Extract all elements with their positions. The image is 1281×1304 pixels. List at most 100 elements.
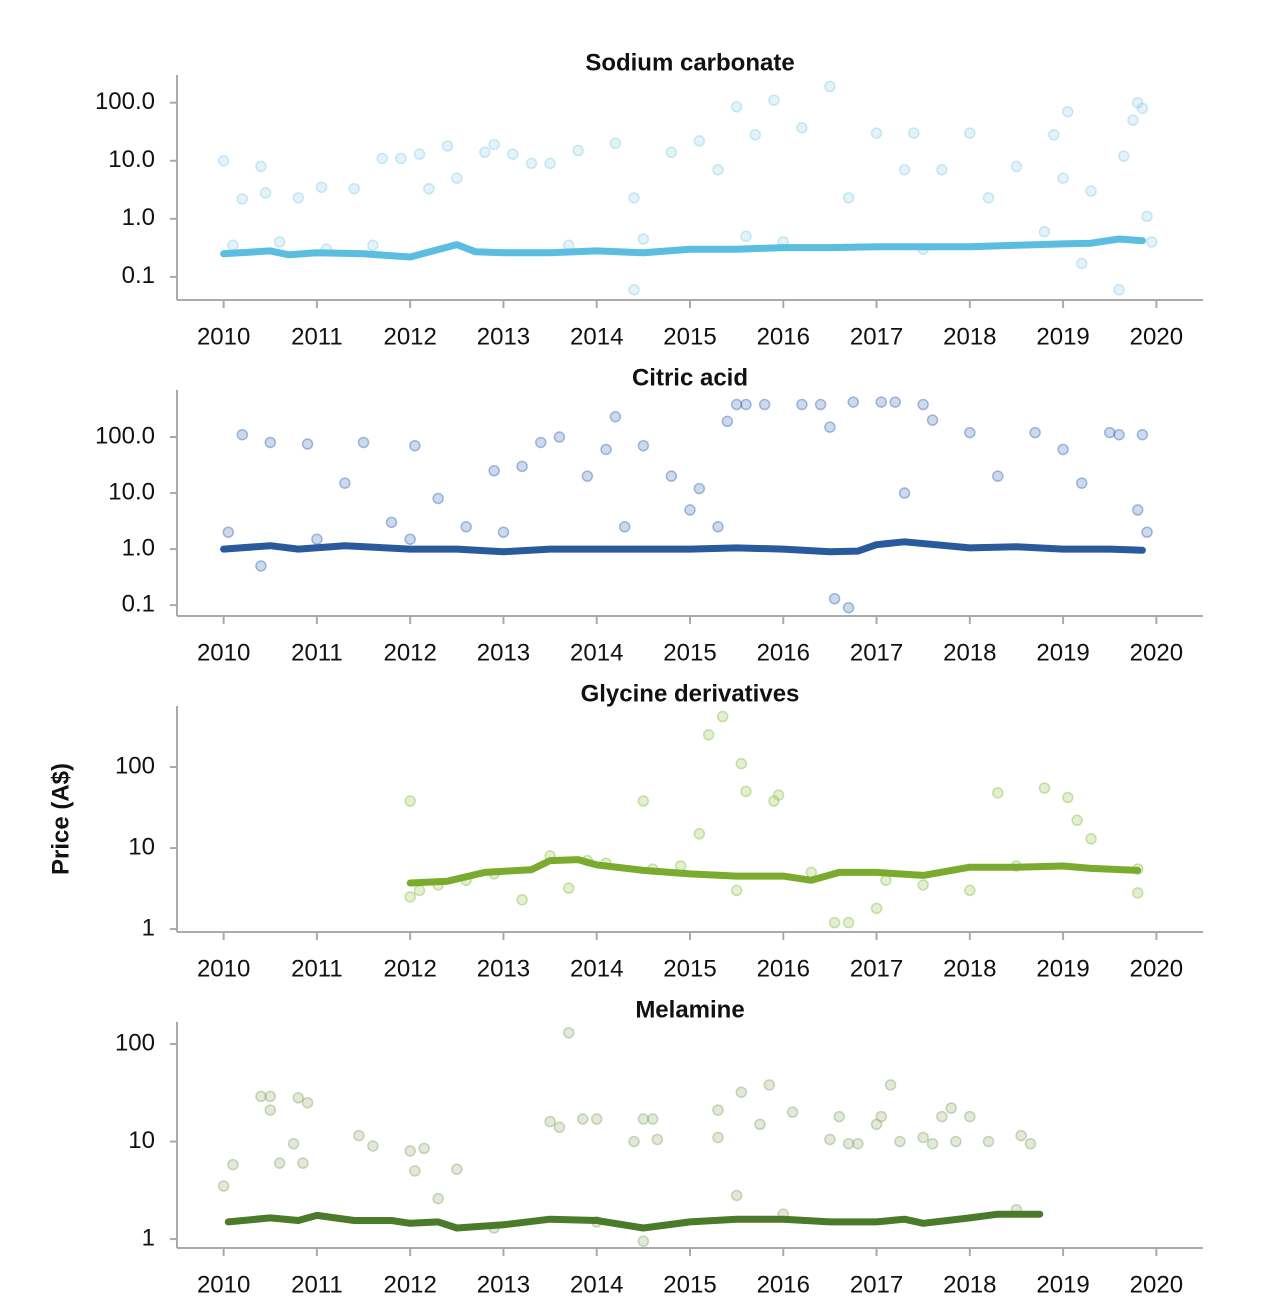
point (292, 1092, 305, 1104)
point (824, 421, 836, 433)
point (553, 431, 566, 443)
point (264, 436, 277, 449)
x-tick-label: 2019 (1036, 639, 1089, 666)
point (637, 233, 650, 245)
point (1117, 150, 1130, 162)
x-tick-label: 2012 (383, 639, 436, 666)
x-tick-label: 2015 (663, 323, 716, 350)
x-tick-label: 2012 (383, 323, 436, 350)
x-tick-label: 2013 (477, 955, 530, 982)
point (786, 1106, 799, 1118)
point (870, 1118, 883, 1131)
point (884, 1079, 897, 1091)
point (637, 795, 650, 807)
x-tick-label: 2011 (291, 639, 343, 666)
x-tick-label: 2012 (383, 955, 436, 982)
x-tick-label: 2010 (197, 639, 250, 666)
point (544, 1115, 556, 1128)
x-tick-label: 2017 (850, 323, 903, 350)
point (432, 492, 444, 505)
point (712, 164, 724, 176)
point (273, 1157, 286, 1169)
point (898, 164, 911, 176)
point (768, 795, 780, 807)
point (842, 601, 855, 614)
y-tick-label: 10 (128, 833, 155, 860)
point (665, 146, 678, 159)
point (917, 1131, 929, 1144)
point (488, 138, 500, 151)
point (824, 80, 836, 93)
point (1075, 257, 1088, 270)
point (488, 465, 500, 477)
point (926, 414, 939, 426)
point (964, 884, 976, 897)
point (992, 470, 1004, 482)
point (693, 482, 706, 495)
point (255, 1090, 267, 1103)
point (353, 1129, 365, 1142)
x-tick-label: 2020 (1130, 955, 1183, 982)
panel-title: Glycine derivatives (581, 680, 800, 707)
point (385, 516, 398, 529)
trend-line (406, 856, 1142, 887)
point (590, 1113, 603, 1125)
point (236, 193, 249, 205)
x-tick-label: 2014 (570, 955, 623, 982)
y-tick-label: 10.0 (108, 146, 155, 173)
point (1015, 1129, 1027, 1142)
point (875, 396, 887, 408)
trend-line (224, 1210, 1044, 1232)
point (833, 1110, 845, 1123)
point (828, 916, 841, 929)
point (479, 146, 491, 159)
x-tick-label: 2016 (757, 323, 810, 350)
point (413, 884, 426, 897)
point (637, 1113, 650, 1125)
point (917, 879, 929, 891)
point (576, 1113, 589, 1125)
point (730, 398, 743, 411)
point (287, 1137, 300, 1150)
x-tick-label: 2013 (477, 323, 530, 350)
point (1127, 114, 1139, 126)
x-tick-label: 2010 (197, 323, 250, 350)
point (255, 560, 267, 572)
point (936, 164, 948, 176)
point (870, 902, 883, 915)
point (716, 710, 729, 723)
point (646, 1113, 659, 1125)
x-tick-label: 2019 (1036, 955, 1089, 982)
point (1103, 426, 1116, 439)
point (572, 144, 584, 157)
point (730, 101, 743, 113)
point (889, 396, 901, 408)
point (992, 787, 1004, 799)
point (735, 1086, 748, 1098)
x-tick-label: 2018 (943, 1271, 996, 1298)
point (395, 152, 407, 165)
point (1010, 160, 1023, 173)
x-tick-label: 2018 (943, 323, 996, 350)
point (516, 460, 528, 473)
point (1024, 1137, 1037, 1150)
point (1136, 102, 1149, 115)
x-tick-label: 2011 (291, 323, 343, 350)
point (796, 122, 808, 134)
point (1141, 526, 1153, 538)
point (824, 1133, 836, 1146)
point (562, 1027, 575, 1039)
y-tick-label: 1 (142, 914, 155, 941)
x-tick-label: 2016 (757, 639, 810, 666)
point (936, 1110, 948, 1123)
point (898, 487, 911, 499)
point (618, 521, 631, 533)
point (730, 884, 743, 897)
x-tick-label: 2014 (570, 323, 623, 350)
y-tick-label: 0.1 (122, 262, 155, 289)
x-tick-label: 2019 (1036, 1271, 1089, 1298)
x-tick-label: 2018 (943, 955, 996, 982)
point (1131, 504, 1144, 516)
point (264, 1104, 277, 1116)
point (1131, 887, 1144, 899)
